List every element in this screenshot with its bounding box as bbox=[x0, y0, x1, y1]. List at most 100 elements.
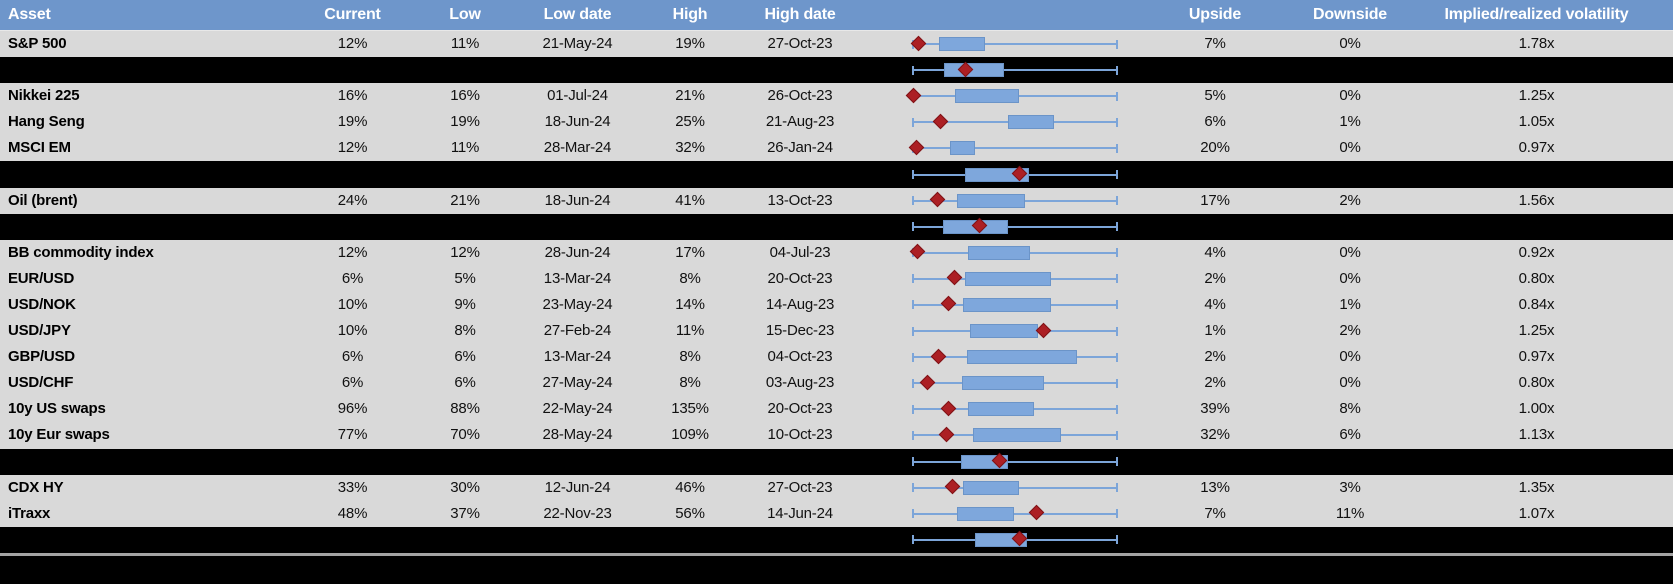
cell-downside[interactable]: 11% bbox=[1335, 504, 1365, 522]
cell-implied-realized[interactable]: 0.80x bbox=[1518, 269, 1555, 287]
cell-low-date[interactable]: 27-Feb-24 bbox=[543, 322, 612, 340]
cell-high[interactable]: 17% bbox=[675, 243, 705, 261]
cell-current[interactable]: 77% bbox=[337, 426, 368, 444]
cell-upside[interactable]: 39% bbox=[1200, 400, 1230, 418]
cell-low[interactable]: 8% bbox=[454, 322, 476, 340]
cell-current[interactable]: 96% bbox=[337, 400, 368, 418]
cell-low[interactable]: 6% bbox=[454, 374, 476, 392]
cell-downside[interactable]: 3% bbox=[1339, 478, 1361, 496]
cell-upside[interactable]: 5% bbox=[1204, 87, 1226, 105]
cell-high-date[interactable]: 04-Oct-23 bbox=[767, 348, 833, 366]
cell-downside[interactable]: 0% bbox=[1339, 243, 1361, 261]
cell-asset[interactable]: CDX HY bbox=[8, 478, 64, 496]
cell-high-date[interactable]: 20-Oct-23 bbox=[767, 269, 833, 287]
cell-low[interactable]: 88% bbox=[450, 400, 480, 418]
cell-asset[interactable]: Nikkei 225 bbox=[8, 87, 80, 105]
column-header-implied-realized-volatility[interactable]: Implied/realized volatility bbox=[1444, 6, 1629, 23]
cell-downside[interactable]: 6% bbox=[1339, 426, 1361, 444]
cell-low[interactable]: 21% bbox=[450, 191, 480, 209]
cell-upside[interactable]: 7% bbox=[1204, 504, 1226, 522]
cell-high[interactable]: 46% bbox=[675, 478, 705, 496]
column-header-high[interactable]: High bbox=[672, 6, 708, 23]
cell-implied-realized[interactable]: 1.25x bbox=[1518, 87, 1555, 105]
cell-low-date[interactable]: 21-May-24 bbox=[542, 35, 613, 53]
cell-current[interactable]: 6% bbox=[341, 374, 364, 392]
cell-current[interactable]: 48% bbox=[337, 504, 368, 522]
cell-upside[interactable]: 20% bbox=[1200, 139, 1230, 157]
cell-asset[interactable]: USD/NOK bbox=[8, 295, 76, 313]
cell-asset[interactable]: GBP/USD bbox=[8, 348, 75, 366]
cell-downside[interactable]: 2% bbox=[1339, 191, 1361, 209]
cell-low-date[interactable]: 12-Jun-24 bbox=[544, 478, 611, 496]
cell-high[interactable]: 41% bbox=[675, 191, 705, 209]
cell-high-date[interactable]: 03-Aug-23 bbox=[765, 374, 835, 392]
cell-upside[interactable]: 7% bbox=[1204, 35, 1226, 53]
cell-asset[interactable]: EUR/USD bbox=[8, 269, 75, 287]
cell-implied-realized[interactable]: 1.13x bbox=[1518, 426, 1555, 444]
cell-upside[interactable]: 2% bbox=[1204, 269, 1226, 287]
cell-current[interactable]: 19% bbox=[337, 113, 368, 131]
cell-low[interactable]: 16% bbox=[450, 87, 480, 105]
cell-low-date[interactable]: 28-Mar-24 bbox=[543, 139, 612, 157]
cell-low-date[interactable]: 13-Mar-24 bbox=[543, 269, 612, 287]
cell-low[interactable]: 11% bbox=[450, 35, 480, 53]
cell-high[interactable]: 25% bbox=[675, 113, 705, 131]
column-header-low-date[interactable]: Low date bbox=[543, 6, 612, 23]
column-header-downside[interactable]: Downside bbox=[1313, 6, 1387, 23]
cell-implied-realized[interactable]: 1.25x bbox=[1518, 322, 1555, 340]
cell-low[interactable]: 19% bbox=[450, 113, 480, 131]
cell-high[interactable]: 8% bbox=[679, 269, 701, 287]
cell-high-date[interactable]: 10-Oct-23 bbox=[767, 426, 833, 444]
cell-low-date[interactable]: 22-May-24 bbox=[542, 400, 613, 418]
cell-high-date[interactable]: 15-Dec-23 bbox=[765, 322, 835, 340]
cell-low[interactable]: 30% bbox=[450, 478, 480, 496]
column-header-current[interactable]: Current bbox=[324, 6, 381, 23]
cell-asset[interactable]: USD/CHF bbox=[8, 374, 74, 392]
cell-implied-realized[interactable]: 0.84x bbox=[1518, 295, 1555, 313]
cell-downside[interactable]: 1% bbox=[1339, 113, 1361, 131]
cell-current[interactable]: 12% bbox=[337, 139, 368, 157]
cell-downside[interactable]: 2% bbox=[1339, 322, 1361, 340]
cell-low[interactable]: 37% bbox=[450, 504, 480, 522]
cell-low[interactable]: 5% bbox=[454, 269, 476, 287]
cell-asset[interactable]: Hang Seng bbox=[8, 113, 85, 131]
cell-implied-realized[interactable]: 0.92x bbox=[1518, 243, 1555, 261]
cell-implied-realized[interactable]: 1.05x bbox=[1518, 113, 1555, 131]
cell-downside[interactable]: 0% bbox=[1339, 35, 1361, 53]
cell-downside[interactable]: 0% bbox=[1339, 269, 1361, 287]
cell-asset[interactable]: MSCI EM bbox=[8, 139, 71, 157]
cell-high-date[interactable]: 27-Oct-23 bbox=[767, 478, 833, 496]
cell-high-date[interactable]: 26-Oct-23 bbox=[767, 87, 833, 105]
cell-upside[interactable]: 17% bbox=[1200, 191, 1230, 209]
column-header-asset[interactable]: Asset bbox=[8, 6, 51, 23]
cell-upside[interactable]: 4% bbox=[1204, 295, 1226, 313]
cell-implied-realized[interactable]: 1.35x bbox=[1518, 478, 1555, 496]
cell-downside[interactable]: 0% bbox=[1339, 87, 1361, 105]
cell-current[interactable]: 24% bbox=[337, 191, 368, 209]
cell-high-date[interactable]: 14-Jun-24 bbox=[767, 504, 833, 522]
cell-current[interactable]: 6% bbox=[341, 348, 364, 366]
cell-current[interactable]: 6% bbox=[341, 269, 364, 287]
cell-high[interactable]: 14% bbox=[675, 295, 705, 313]
cell-downside[interactable]: 0% bbox=[1339, 139, 1361, 157]
cell-implied-realized[interactable]: 1.56x bbox=[1518, 191, 1555, 209]
cell-low[interactable]: 12% bbox=[450, 243, 480, 261]
cell-low-date[interactable]: 01-Jul-24 bbox=[547, 87, 608, 105]
cell-low[interactable]: 11% bbox=[450, 139, 480, 157]
cell-downside[interactable]: 8% bbox=[1339, 400, 1361, 418]
cell-high[interactable]: 135% bbox=[671, 400, 709, 418]
cell-high-date[interactable]: 21-Aug-23 bbox=[765, 113, 835, 131]
cell-high-date[interactable]: 26-Jan-24 bbox=[767, 139, 833, 157]
cell-low[interactable]: 9% bbox=[454, 295, 476, 313]
cell-low[interactable]: 6% bbox=[454, 348, 476, 366]
cell-asset[interactable]: 10y Eur swaps bbox=[8, 426, 110, 444]
cell-high-date[interactable]: 13-Oct-23 bbox=[767, 191, 833, 209]
cell-asset[interactable]: S&P 500 bbox=[8, 35, 67, 53]
cell-upside[interactable]: 2% bbox=[1204, 348, 1226, 366]
cell-downside[interactable]: 0% bbox=[1339, 374, 1361, 392]
cell-implied-realized[interactable]: 1.78x bbox=[1518, 35, 1555, 53]
cell-asset[interactable]: Oil (brent) bbox=[8, 191, 78, 209]
column-header-high-date[interactable]: High date bbox=[764, 6, 836, 23]
cell-upside[interactable]: 4% bbox=[1204, 243, 1226, 261]
cell-implied-realized[interactable]: 1.07x bbox=[1518, 504, 1555, 522]
